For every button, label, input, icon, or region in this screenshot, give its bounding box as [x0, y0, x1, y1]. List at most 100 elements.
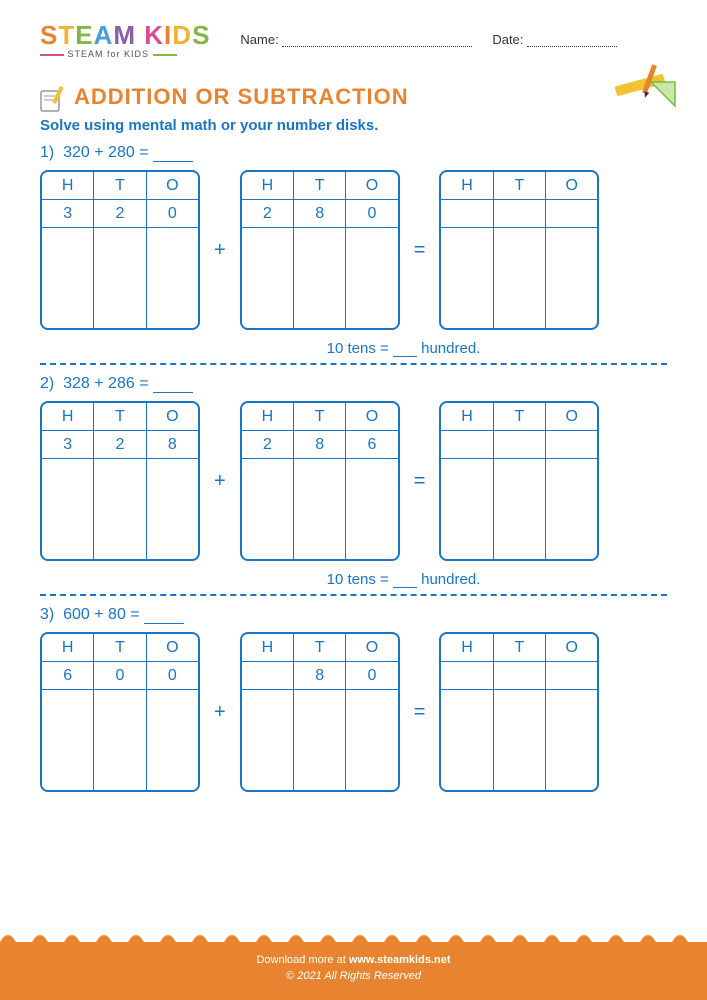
answer-blank[interactable]	[144, 623, 184, 624]
footer-wave-icon	[0, 928, 707, 942]
result-table[interactable]: H T O	[439, 170, 599, 330]
digit-cell: 8	[294, 200, 345, 228]
col-header-t: T	[94, 403, 145, 431]
equals-symbol: =	[414, 239, 426, 262]
digit-cell: 2	[94, 431, 145, 459]
digit-cell[interactable]	[546, 431, 597, 459]
col-header-t: T	[294, 403, 345, 431]
footer-line1: Download more at www.steamkids.net	[0, 954, 707, 966]
col-header-h: H	[441, 634, 492, 662]
digit-cell	[242, 662, 293, 690]
name-field[interactable]: Name:	[240, 32, 472, 47]
separator	[40, 594, 667, 596]
result-table[interactable]: H T O	[439, 401, 599, 561]
digit-cell: 8	[147, 431, 198, 459]
col-header-o: O	[147, 634, 198, 662]
digit-cell[interactable]	[441, 662, 492, 690]
equals-symbol: =	[414, 701, 426, 724]
col-header-h: H	[242, 634, 293, 662]
digit-cell: 6	[42, 662, 93, 690]
equation-line: 1) 320 + 280 =	[40, 144, 667, 162]
pencil-note-icon	[40, 86, 66, 112]
problem-1: 1) 320 + 280 = H3 T2 O0 + H2 T8 O0 = H T	[40, 144, 667, 365]
page-title: ADDITION OR SUBTRACTION	[74, 84, 409, 110]
footer-copyright: © 2021 All Rights Reserved	[0, 970, 707, 982]
digit-cell[interactable]	[441, 200, 492, 228]
digit-cell: 2	[94, 200, 145, 228]
col-header-t: T	[294, 634, 345, 662]
footer-link[interactable]: www.steamkids.net	[349, 954, 451, 966]
digit-cell: 0	[147, 662, 198, 690]
col-header-o: O	[546, 403, 597, 431]
operand-table-mid: H2 T8 O6	[240, 401, 400, 561]
hint-blank[interactable]	[393, 587, 417, 588]
tables-row: H3 T2 O0 + H2 T8 O0 = H T O	[40, 170, 667, 330]
operator-symbol: +	[214, 701, 226, 724]
logo-text: STEAM KIDS	[40, 20, 210, 51]
separator	[40, 363, 667, 365]
operand-table-mid: H T8 O0	[240, 632, 400, 792]
col-header-h: H	[242, 403, 293, 431]
answer-blank[interactable]	[153, 161, 193, 162]
col-header-h: H	[242, 172, 293, 200]
digit-cell: 8	[294, 662, 345, 690]
col-header-t: T	[494, 634, 545, 662]
operand-table-left: H6 T0 O0	[40, 632, 200, 792]
equation-line: 3) 600 + 80 =	[40, 606, 667, 624]
col-header-o: O	[147, 172, 198, 200]
operand-table-left: H3 T2 O8	[40, 401, 200, 561]
problem-2: 2) 328 + 286 = H3 T2 O8 + H2 T8 O6 = H T	[40, 375, 667, 596]
col-header-o: O	[147, 403, 198, 431]
footer: Download more at www.steamkids.net © 202…	[0, 942, 707, 1000]
digit-cell[interactable]	[494, 431, 545, 459]
col-header-h: H	[441, 403, 492, 431]
operand-table-mid: H2 T8 O0	[240, 170, 400, 330]
col-header-h: H	[42, 403, 93, 431]
col-header-o: O	[346, 172, 397, 200]
digit-cell[interactable]	[494, 200, 545, 228]
operand-table-left: H3 T2 O0	[40, 170, 200, 330]
result-table[interactable]: H T O	[439, 632, 599, 792]
digit-cell: 6	[346, 431, 397, 459]
date-label: Date:	[492, 32, 523, 47]
col-header-h: H	[441, 172, 492, 200]
digit-cell: 3	[42, 431, 93, 459]
col-header-t: T	[294, 172, 345, 200]
worksheet-page: STEAM KIDS STEAM for KIDS Name: Date: AD…	[0, 0, 707, 1000]
col-header-t: T	[94, 172, 145, 200]
tables-row: H6 T0 O0 + H T8 O0 = H T O	[40, 632, 667, 792]
digit-cell: 2	[242, 200, 293, 228]
col-header-o: O	[546, 634, 597, 662]
answer-blank[interactable]	[153, 392, 193, 393]
instruction-text: Solve using mental math or your number d…	[0, 117, 707, 144]
col-header-t: T	[494, 172, 545, 200]
operator-symbol: +	[214, 239, 226, 262]
col-header-o: O	[346, 403, 397, 431]
hint-blank[interactable]	[393, 356, 417, 357]
col-header-t: T	[494, 403, 545, 431]
digit-cell: 0	[346, 200, 397, 228]
digit-cell[interactable]	[441, 431, 492, 459]
digit-cell[interactable]	[546, 200, 597, 228]
tables-row: H3 T2 O8 + H2 T8 O6 = H T O	[40, 401, 667, 561]
logo-block: STEAM KIDS STEAM for KIDS	[40, 20, 210, 59]
hint-text: 10 tens = hundred.	[40, 571, 667, 588]
name-input-line[interactable]	[282, 46, 472, 47]
problems-container: 1) 320 + 280 = H3 T2 O0 + H2 T8 O0 = H T	[0, 144, 707, 792]
name-label: Name:	[240, 32, 278, 47]
date-input-line[interactable]	[527, 46, 617, 47]
hint-text: 10 tens = hundred.	[40, 340, 667, 357]
digit-cell: 2	[242, 431, 293, 459]
digit-cell[interactable]	[494, 662, 545, 690]
digit-cell: 3	[42, 200, 93, 228]
header: STEAM KIDS STEAM for KIDS Name: Date:	[0, 0, 707, 69]
col-header-t: T	[94, 634, 145, 662]
digit-cell: 0	[346, 662, 397, 690]
col-header-h: H	[42, 172, 93, 200]
digit-cell[interactable]	[546, 662, 597, 690]
date-field[interactable]: Date:	[492, 32, 617, 47]
col-header-h: H	[42, 634, 93, 662]
digit-cell: 0	[147, 200, 198, 228]
col-header-o: O	[346, 634, 397, 662]
digit-cell: 0	[94, 662, 145, 690]
